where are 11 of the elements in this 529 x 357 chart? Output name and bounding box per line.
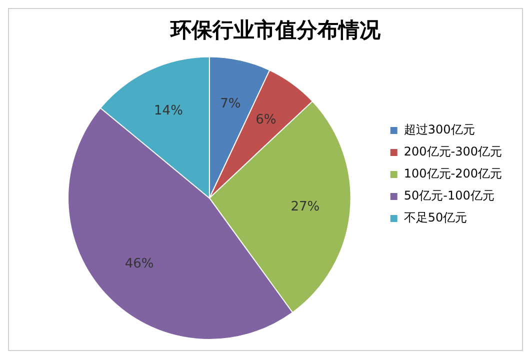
legend-label: 200亿元-300亿元 (404, 144, 502, 159)
data-label: 6% (256, 112, 276, 128)
data-label: 7% (220, 96, 241, 112)
legend-label: 100亿元-200亿元 (404, 166, 502, 181)
data-label: 14% (154, 103, 183, 118)
legend-label: 不足50亿元 (404, 210, 468, 225)
data-label: 27% (290, 200, 320, 215)
legend-label: 50亿元-100亿元 (404, 188, 494, 203)
chart-title: 环保行业市值分布情况 (170, 18, 382, 42)
data-label: 46% (124, 256, 154, 272)
legend-label: 超过300亿元 (404, 122, 475, 137)
